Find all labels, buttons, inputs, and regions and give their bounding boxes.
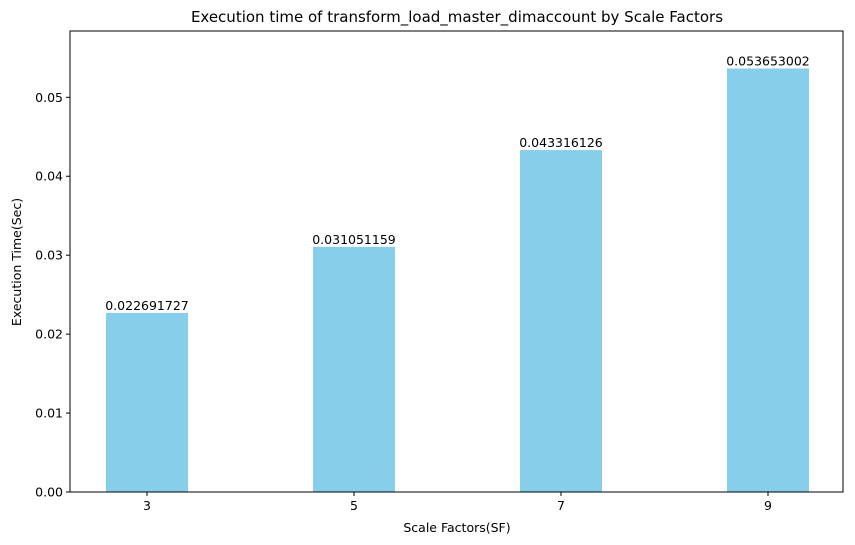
y-axis: 0.00 0.01 0.02 0.03 0.04 0.05 [35,90,70,500]
y-tick-label: 0.04 [35,169,63,184]
y-tick-label: 0.01 [35,406,63,421]
y-tick-label: 0.05 [35,90,63,105]
bar-5 [313,246,395,492]
x-tick-label-7: 7 [557,498,565,513]
bar-7 [520,150,602,492]
y-tick-label: 0.00 [35,485,63,500]
chart-title: Execution time of transform_load_master_… [191,8,723,27]
y-tick-label: 0.02 [35,327,63,342]
data-label-3: 0.022691727 [105,298,189,313]
plot-frame [69,30,844,493]
data-label-9: 0.053653002 [726,53,810,68]
data-label-7: 0.043316126 [519,135,603,150]
bar-3 [106,312,188,492]
x-tick-label-9: 9 [764,498,772,513]
data-label-5: 0.031051159 [312,232,396,247]
x-axis-label: Scale Factors(SF) [403,520,510,535]
x-tick-label-3: 3 [143,498,151,513]
y-axis-label: Execution Time(Sec) [9,198,24,326]
x-axis: 3 5 7 9 [143,492,772,513]
y-tick-label: 0.03 [35,248,63,263]
bars-group: 0.022691727 0.031051159 0.043316126 0.05365… [105,53,810,493]
bar-9 [727,68,809,493]
x-tick-label-5: 5 [350,498,358,513]
